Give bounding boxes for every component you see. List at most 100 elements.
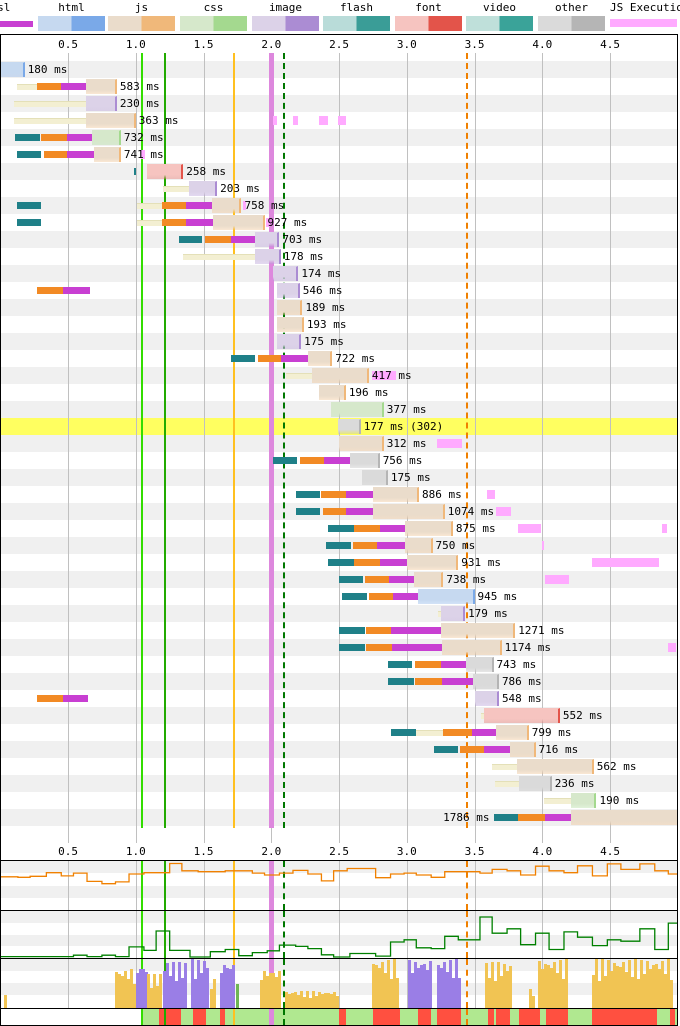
request-row[interactable]: 945 ms	[1, 588, 677, 605]
main-thread-layout-bar	[457, 978, 461, 1008]
js-execution-segment	[517, 524, 541, 533]
request-duration-label: 175 ms	[304, 335, 344, 348]
request-row[interactable]: 193 ms	[1, 316, 677, 333]
request-duration-label: 177 ms (302)	[363, 420, 444, 433]
request-row[interactable]: 180 ms	[1, 61, 677, 78]
main-thread-layout-bar	[183, 963, 187, 1008]
ssl-segment	[185, 202, 212, 209]
request-row[interactable]: 312 ms	[1, 435, 677, 452]
request-row[interactable]: 786 ms	[1, 673, 677, 690]
request-row[interactable]: 230 ms	[1, 95, 677, 112]
js-segment	[406, 555, 459, 570]
request-row[interactable]: 741 ms	[1, 146, 677, 163]
request-row[interactable]: 756 ms	[1, 452, 677, 469]
request-row[interactable]: 758 ms	[1, 197, 677, 214]
main-thread-scripting-bar	[149, 988, 153, 1008]
request-row[interactable]: 1174 ms	[1, 639, 677, 656]
request-duration-label: 722 ms	[335, 352, 376, 365]
request-duration-label: 741 ms	[123, 148, 164, 161]
js-segment	[405, 521, 453, 536]
main-thread-scripting-bar	[667, 959, 671, 1008]
request-duration-label: 236 ms	[554, 777, 595, 790]
main-thread-scripting-bar	[317, 992, 321, 1008]
connect-segment	[161, 202, 186, 209]
request-row[interactable]: 799 ms	[1, 724, 677, 741]
request-row[interactable]: 1786 ms	[1, 809, 677, 826]
dns-segment	[16, 202, 41, 209]
js-segment	[570, 810, 677, 825]
main-thread-layout-bar	[162, 971, 166, 1008]
long-task-segment	[158, 1009, 181, 1025]
request-row[interactable]: 927 ms	[1, 214, 677, 231]
band	[1, 911, 677, 923]
request-duration-label: 716 ms	[538, 743, 579, 756]
request-row[interactable]: 732 ms	[1, 129, 677, 146]
request-duration-label: 193 ms	[306, 318, 347, 331]
request-row[interactable]: 178 ms	[1, 248, 677, 265]
dns-segment	[387, 661, 413, 668]
request-row[interactable]: 743 ms	[1, 656, 677, 673]
request-row[interactable]: 175 ms	[1, 333, 677, 350]
bandwidth-panel	[0, 910, 678, 959]
request-row[interactable]: 179 ms	[1, 605, 677, 622]
request-row[interactable]: 1074 ms	[1, 503, 677, 520]
request-duration-label: 931 ms	[461, 556, 502, 569]
request-row[interactable]: 716 ms	[1, 741, 677, 758]
request-row[interactable]: 174 ms	[1, 265, 677, 282]
main-thread-scripting-bar	[127, 979, 131, 1008]
legend-label-ssl: ssl	[0, 1, 11, 14]
request-row[interactable]: 548 ms	[1, 690, 677, 707]
request-row[interactable]: 722 ms	[1, 350, 677, 367]
request-row[interactable]: 1271 ms	[1, 622, 677, 639]
event-marker-line	[268, 53, 274, 828]
request-row[interactable]: 562 ms	[1, 758, 677, 775]
request-row[interactable]: 190 ms	[1, 792, 677, 809]
main-thread-layout-bar	[414, 962, 418, 1008]
main-thread-scripting-bar	[616, 966, 620, 1008]
event-marker-line	[283, 911, 286, 958]
request-row[interactable]: 417 ms	[1, 367, 677, 384]
request-row[interactable]: 546 ms	[1, 282, 677, 299]
dns-segment	[230, 355, 256, 362]
main-thread-scripting-bar	[544, 964, 548, 1008]
request-duration-label: 1174 ms	[504, 641, 551, 654]
request-row[interactable]: 363 ms	[1, 112, 677, 129]
request-row[interactable]: 886 ms	[1, 486, 677, 503]
main-thread-scripting-bar	[272, 973, 276, 1008]
row-background	[1, 571, 677, 588]
request-duration-label: 1271 ms	[518, 624, 565, 637]
connect-segment	[366, 644, 392, 651]
request-row[interactable]: 196 ms	[1, 384, 677, 401]
request-row[interactable]: 931 ms	[1, 554, 677, 571]
connect-segment	[443, 729, 472, 736]
request-duration-label: 196 ms	[348, 386, 389, 399]
interactive-segment	[141, 1009, 677, 1025]
request-row[interactable]: 203 ms	[1, 180, 677, 197]
request-row[interactable]: 552 ms	[1, 707, 677, 724]
request-duration-label: 552 ms	[562, 709, 603, 722]
event-marker-line	[233, 911, 236, 958]
dns-segment	[179, 236, 203, 243]
connect-segment	[36, 83, 62, 90]
request-row[interactable]: 583 ms	[1, 78, 677, 95]
dns-segment	[390, 729, 417, 736]
other-segment	[473, 674, 499, 689]
request-row[interactable]: 258 ms	[1, 163, 677, 180]
request-row[interactable]: 738 ms	[1, 571, 677, 588]
main-thread-layout-bar	[411, 973, 415, 1008]
request-row[interactable]: 377 ms	[1, 401, 677, 418]
event-marker-line	[466, 911, 469, 958]
ssl-segment	[390, 627, 441, 634]
request-row[interactable]: 750 ms	[1, 537, 677, 554]
request-row[interactable]: 703 ms	[1, 231, 677, 248]
main-thread-scripting-bar	[377, 968, 381, 1008]
long-task-segment	[417, 1009, 432, 1025]
request-row[interactable]: 189 ms	[1, 299, 677, 316]
request-row[interactable]: 175 ms	[1, 469, 677, 486]
html-segment	[417, 589, 475, 604]
request-row[interactable]: 236 ms	[1, 775, 677, 792]
request-row[interactable]: 875 ms	[1, 520, 677, 537]
ssl-segment	[376, 542, 406, 549]
axis-tick-label: 1.0	[125, 38, 146, 51]
request-row[interactable]: 177 ms (302)	[1, 418, 677, 435]
